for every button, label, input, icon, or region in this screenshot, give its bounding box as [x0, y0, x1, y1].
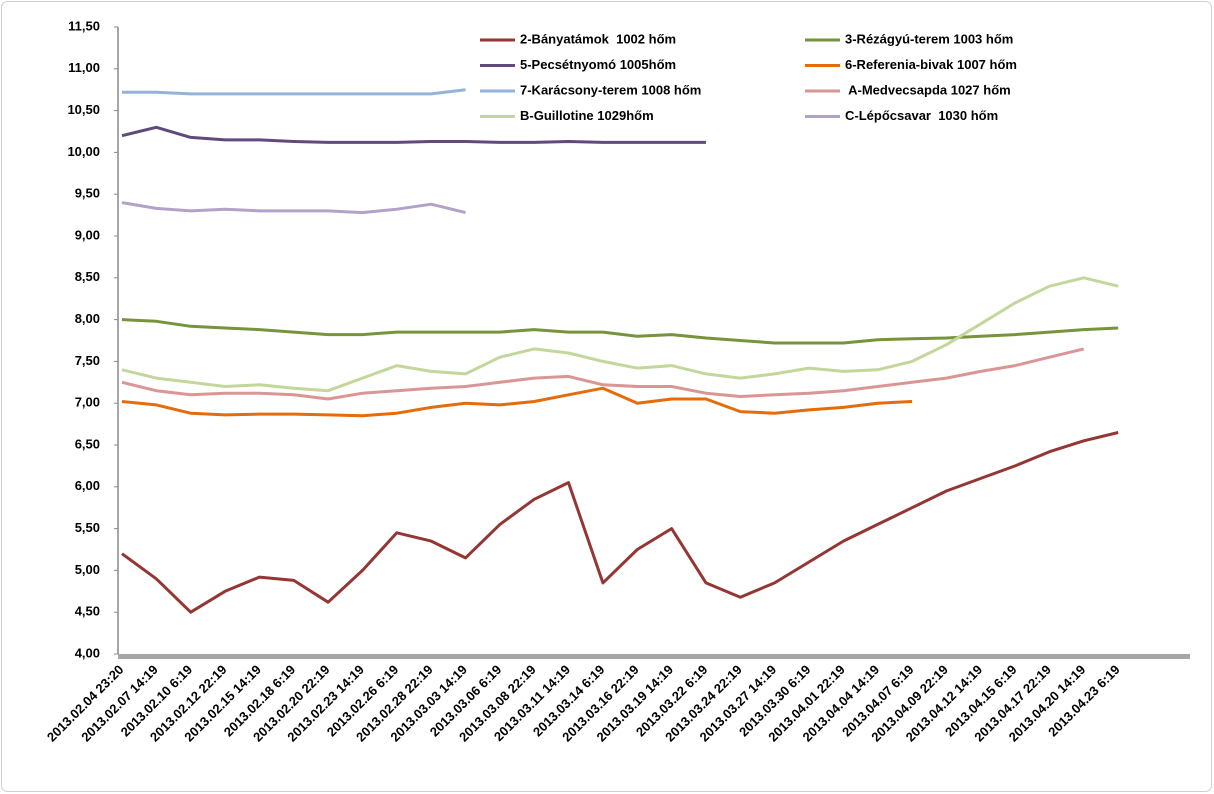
- legend-label: 2-Bányatámok 1002 hőm: [520, 31, 676, 46]
- legend-label: 5-Pecsétnyomó 1005hőm: [520, 57, 676, 72]
- y-tick-label: 7,50: [75, 353, 100, 368]
- x-axis: [118, 654, 1190, 659]
- y-tick-label: 5,50: [75, 520, 100, 535]
- y-tick-label: 9,50: [75, 186, 100, 201]
- y-tick-label: 6,50: [75, 436, 100, 451]
- y-tick-label: 5,00: [75, 562, 100, 577]
- y-tick-label: 6,00: [75, 478, 100, 493]
- y-tick-label: 7,00: [75, 395, 100, 410]
- y-tick-label: 11,50: [68, 18, 100, 33]
- y-tick-label: 10,50: [67, 102, 100, 117]
- y-tick-label: 8,50: [75, 269, 100, 284]
- y-tick-label: 9,00: [75, 227, 100, 242]
- series-line: [121, 201, 466, 215]
- series-line: [122, 88, 466, 96]
- y-tick-label: 4,50: [75, 604, 100, 619]
- series-line: [121, 276, 1119, 393]
- series-line: [121, 347, 1085, 401]
- series-line: [121, 431, 1119, 614]
- legend-label: 3-Rézágyú-terem 1003 hőm: [845, 31, 1013, 46]
- legend-label: 6-Referenia-bivak 1007 hőm: [845, 57, 1017, 72]
- legend-label: C-Lépőcsavar 1030 hőm: [845, 108, 998, 123]
- legend-label: 7-Karácsony-terem 1008 hőm: [520, 82, 701, 97]
- y-tick-label: 8,00: [75, 311, 100, 326]
- y-tick-label: 4,00: [75, 645, 100, 660]
- series-line: [121, 125, 706, 144]
- series-line: [121, 386, 913, 418]
- legend-label: B-Guillotine 1029hőm: [520, 108, 654, 123]
- y-tick-label: 10,00: [67, 144, 100, 159]
- series-line: [121, 318, 1119, 345]
- legend-label: A-Medvecsapda 1027 hőm: [845, 82, 1011, 97]
- y-tick-label: 11,00: [68, 60, 100, 75]
